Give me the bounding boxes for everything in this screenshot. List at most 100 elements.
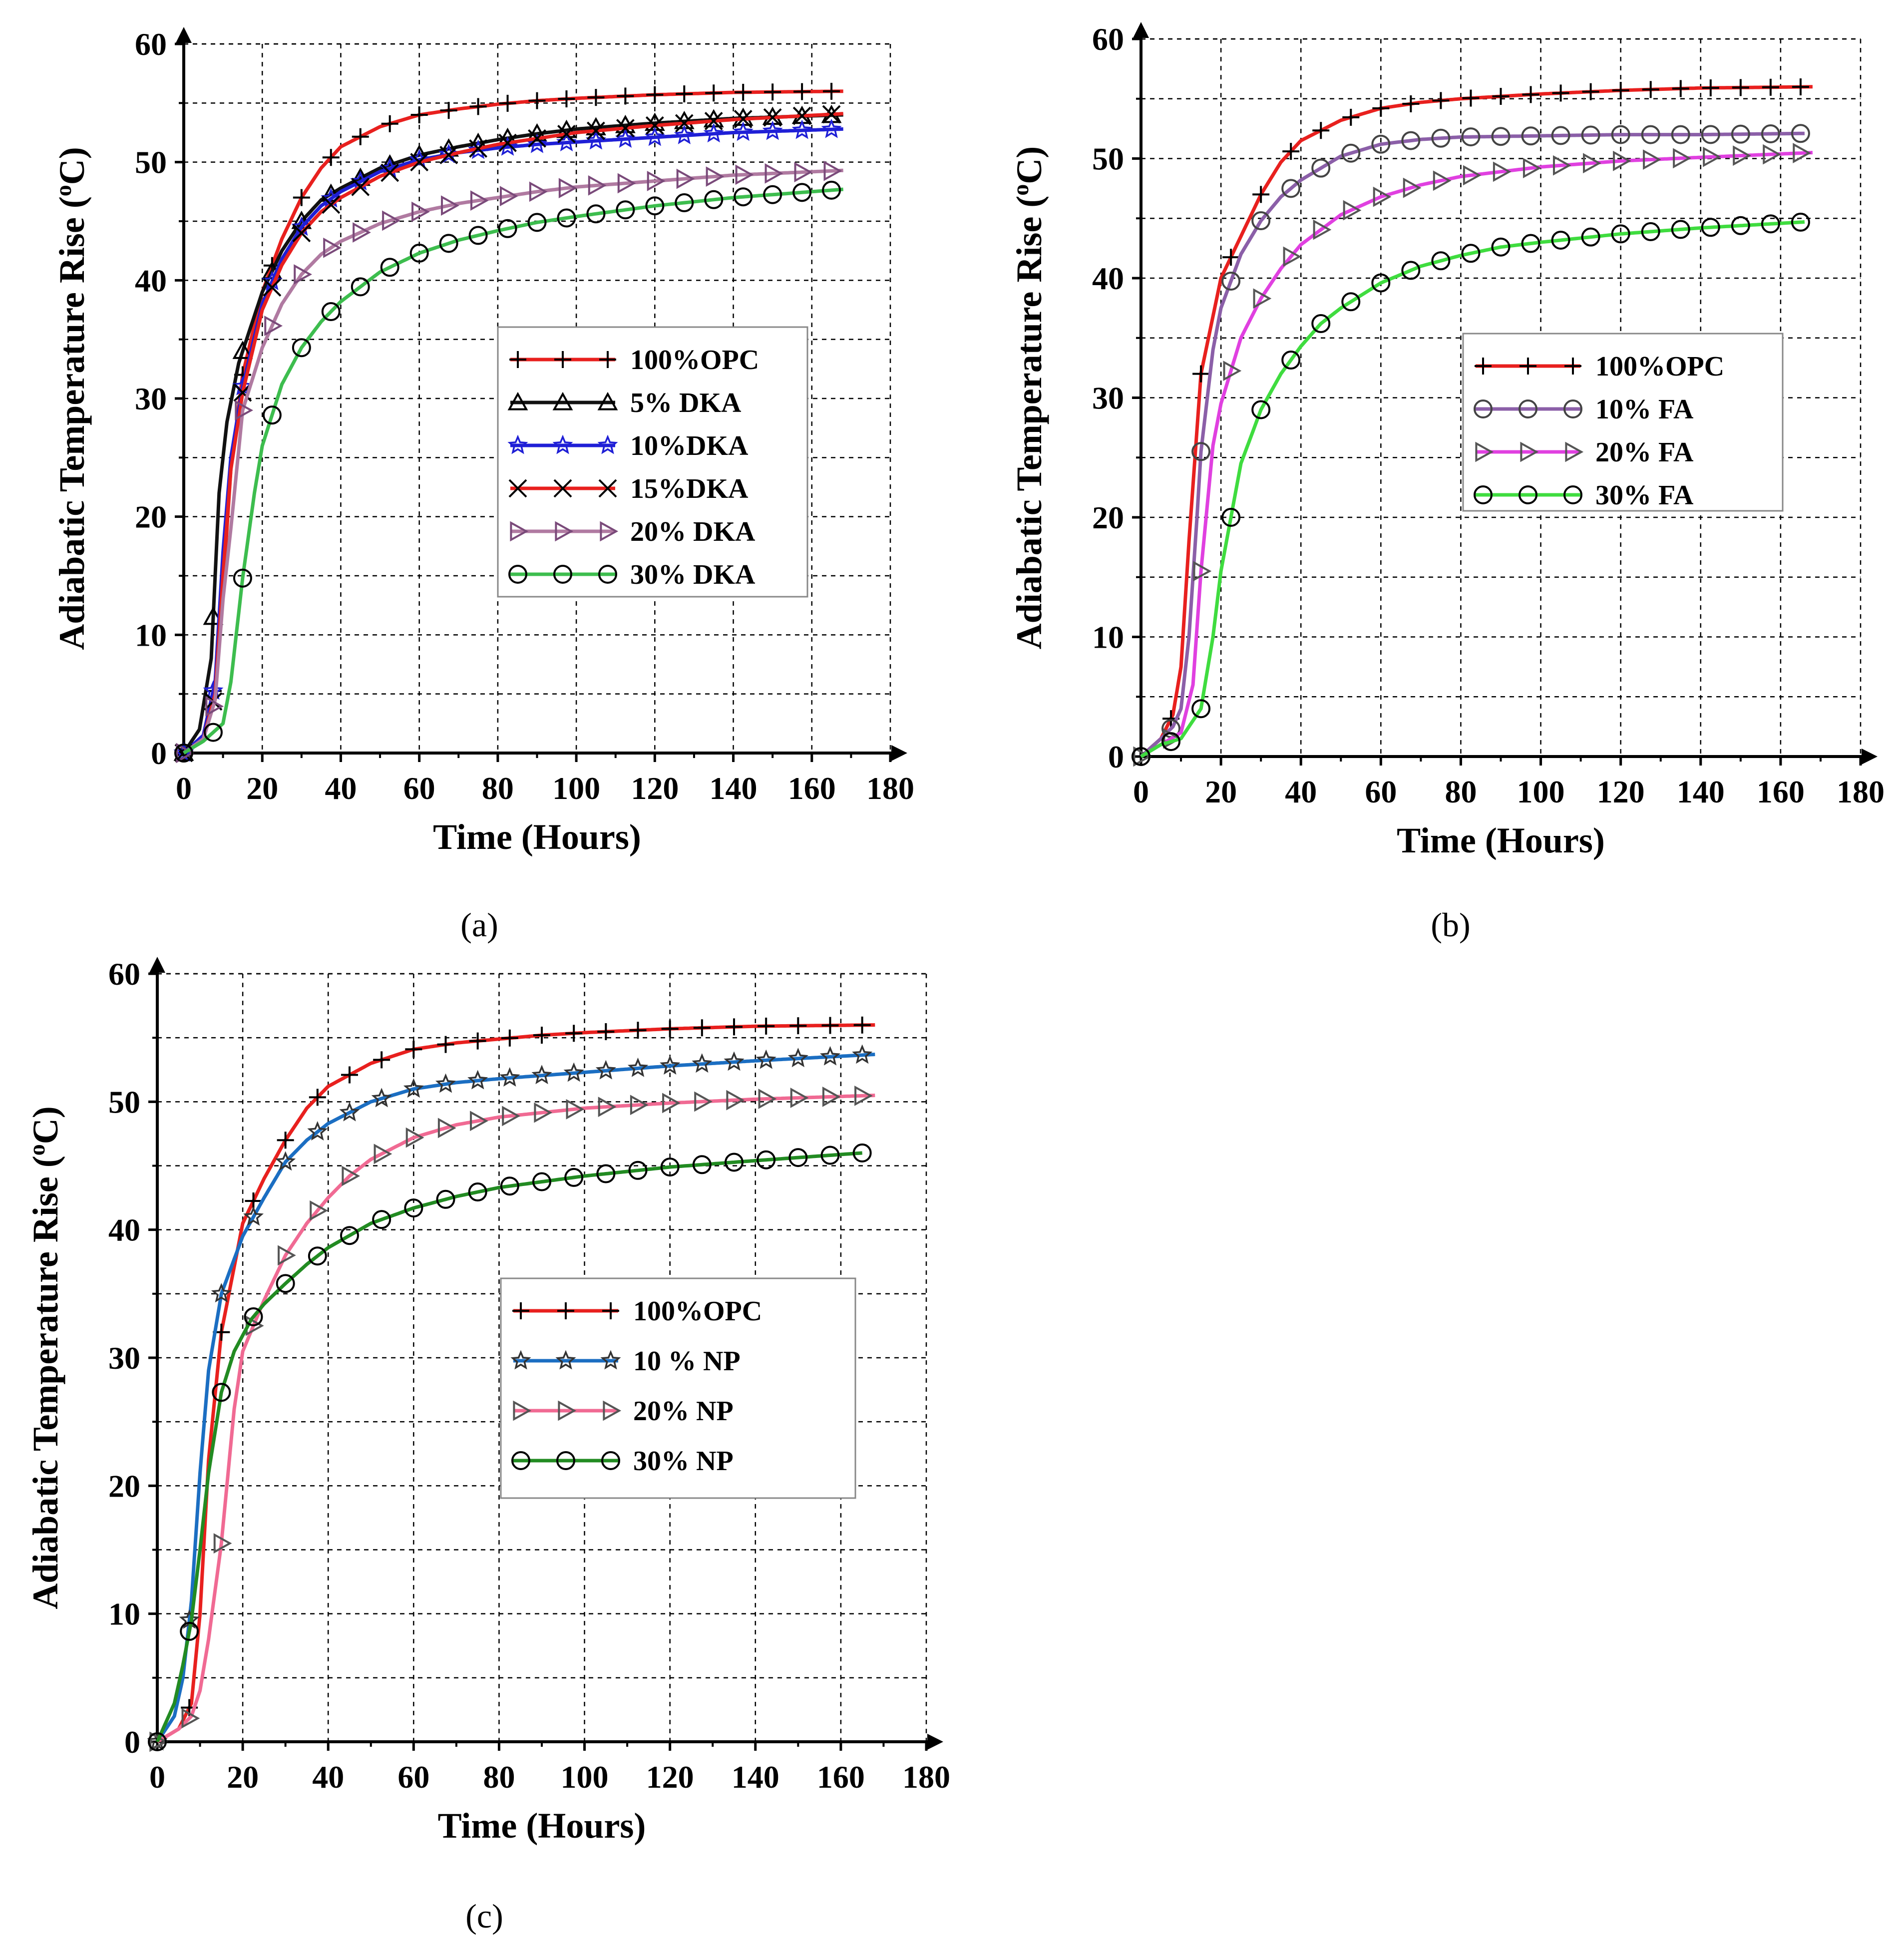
x-tick-label: 40 bbox=[325, 771, 357, 806]
y-tick-label: 30 bbox=[135, 381, 167, 416]
data-point bbox=[1733, 145, 1751, 166]
data-point bbox=[1491, 237, 1511, 257]
x-axis-title: Time (Hours) bbox=[433, 817, 641, 857]
data-point bbox=[758, 1017, 775, 1035]
legend-marker bbox=[1564, 358, 1581, 375]
data-point bbox=[1343, 200, 1362, 221]
series-10-fa bbox=[1132, 124, 1810, 766]
series-line bbox=[182, 112, 843, 755]
data-point bbox=[309, 1089, 326, 1106]
legend-marker bbox=[553, 565, 572, 584]
data-point bbox=[587, 89, 605, 106]
data-point bbox=[586, 204, 606, 224]
data-point bbox=[205, 696, 224, 717]
data-point bbox=[435, 1073, 456, 1093]
legend-marker bbox=[600, 1350, 621, 1370]
data-point bbox=[264, 316, 283, 336]
data-point bbox=[276, 1274, 295, 1293]
data-point bbox=[371, 1088, 392, 1108]
data-point bbox=[235, 400, 254, 421]
y-axis-title-end: C) bbox=[1009, 146, 1049, 184]
data-point bbox=[372, 1210, 391, 1229]
data-point bbox=[1701, 125, 1720, 144]
data-point bbox=[646, 86, 664, 103]
data-point bbox=[1792, 78, 1809, 96]
data-point bbox=[734, 187, 753, 207]
x-tick-label: 180 bbox=[866, 771, 914, 806]
x-tick-label: 60 bbox=[397, 1759, 429, 1795]
data-point bbox=[726, 1090, 745, 1111]
x-tick-label: 160 bbox=[788, 771, 836, 806]
data-point bbox=[764, 83, 781, 101]
data-point bbox=[1763, 144, 1781, 165]
data-point bbox=[277, 1132, 294, 1149]
data-point bbox=[1493, 161, 1512, 182]
y-tick-label: 50 bbox=[1092, 141, 1124, 177]
data-point bbox=[1613, 150, 1631, 171]
data-point bbox=[822, 1087, 841, 1107]
data-point bbox=[212, 1383, 231, 1402]
data-point bbox=[596, 1164, 616, 1183]
legend-label: 20% FA bbox=[1595, 437, 1694, 468]
data-point bbox=[854, 1085, 873, 1106]
y-axis-title: Adiabatic Temperature Rise (oC) bbox=[50, 147, 92, 650]
data-point bbox=[823, 160, 842, 181]
y-axis-title: Adiabatic Temperature Rise (oC) bbox=[24, 1106, 65, 1609]
data-point bbox=[342, 1166, 361, 1186]
data-point bbox=[1793, 143, 1812, 163]
y-axis-title-sup: o bbox=[24, 1144, 49, 1156]
y-axis-arrow bbox=[176, 27, 192, 43]
data-point bbox=[734, 109, 753, 128]
series-30-dka bbox=[174, 180, 843, 763]
data-point bbox=[1401, 131, 1421, 150]
y-tick-label: 0 bbox=[151, 736, 167, 771]
data-point bbox=[703, 123, 724, 143]
legend-marker bbox=[1520, 358, 1536, 375]
data-point bbox=[565, 1025, 583, 1042]
data-point bbox=[705, 84, 723, 102]
data-point bbox=[693, 1019, 711, 1037]
data-point bbox=[1372, 99, 1390, 117]
data-point bbox=[1611, 125, 1630, 144]
data-point bbox=[1133, 746, 1152, 767]
data-point bbox=[627, 1057, 649, 1077]
legend-marker bbox=[553, 479, 572, 498]
series-line bbox=[155, 1151, 862, 1743]
data-point bbox=[1252, 186, 1270, 203]
data-point bbox=[1522, 86, 1539, 103]
series-100-opc bbox=[149, 1016, 875, 1750]
legend-label: 100%OPC bbox=[630, 345, 759, 376]
data-point bbox=[566, 1099, 585, 1120]
data-point bbox=[1433, 170, 1452, 191]
data-point bbox=[176, 743, 195, 764]
legend-marker bbox=[1474, 399, 1493, 418]
y-tick-label: 60 bbox=[1092, 21, 1124, 57]
y-axis-title-main: Adiabatic Temperature Rise ( bbox=[52, 196, 92, 650]
data-point bbox=[564, 1167, 584, 1187]
data-point bbox=[1341, 143, 1361, 163]
data-point bbox=[676, 168, 695, 189]
legend-marker bbox=[600, 521, 619, 542]
y-axis-title-main: Adiabatic Temperature Rise ( bbox=[1009, 196, 1049, 650]
data-point bbox=[1403, 177, 1422, 198]
data-point bbox=[410, 153, 429, 172]
x-tick-label: 180 bbox=[902, 1759, 950, 1795]
data-point bbox=[820, 1146, 840, 1165]
data-point bbox=[470, 1111, 488, 1132]
panel-label: (c) bbox=[465, 1897, 503, 1935]
data-point bbox=[735, 164, 754, 185]
data-point bbox=[597, 1023, 615, 1040]
data-point bbox=[181, 1708, 200, 1729]
x-tick-label: 0 bbox=[149, 1759, 165, 1795]
panel-label: (b) bbox=[1431, 906, 1470, 944]
data-point bbox=[704, 190, 724, 209]
legend-marker bbox=[603, 1400, 622, 1421]
legend-marker bbox=[555, 521, 574, 542]
data-point bbox=[1581, 125, 1600, 145]
legend-marker bbox=[1519, 399, 1537, 418]
legend-marker bbox=[556, 1451, 575, 1470]
data-point bbox=[1281, 351, 1301, 370]
data-point bbox=[203, 723, 223, 742]
x-tick-label: 140 bbox=[732, 1759, 779, 1795]
data-point bbox=[598, 1097, 617, 1117]
